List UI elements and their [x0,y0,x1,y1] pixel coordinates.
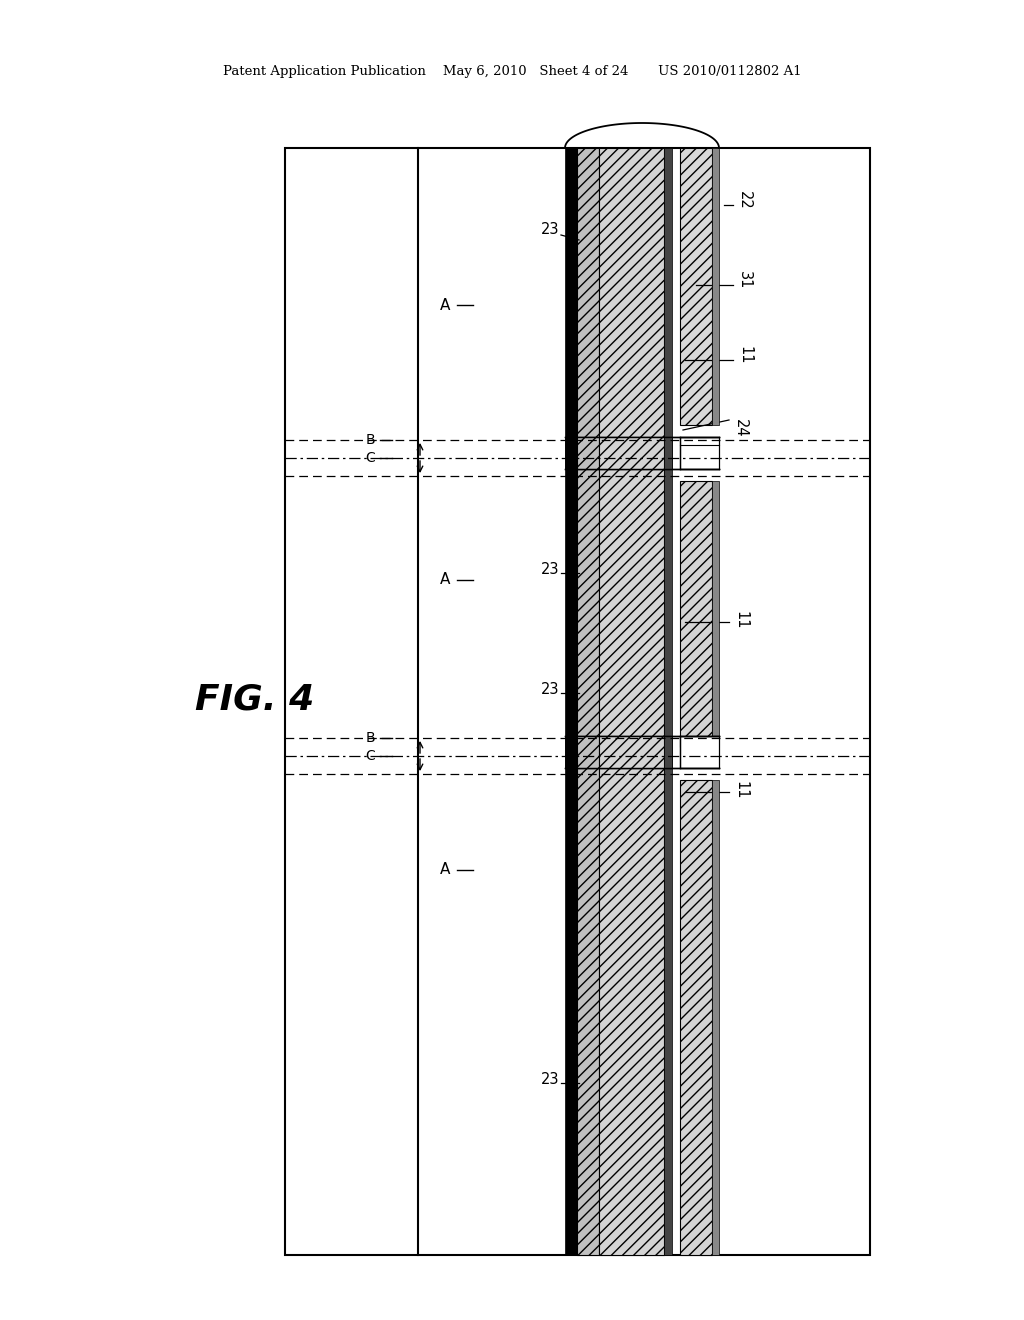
Text: 31: 31 [737,271,752,289]
Bar [680,480,712,747]
Bar [599,737,664,768]
Bar [712,780,719,1255]
Bar [664,437,672,469]
Bar [680,437,721,469]
Text: Patent Application Publication    May 6, 2010   Sheet 4 of 24       US 2010/0112: Patent Application Publication May 6, 20… [222,66,802,78]
Text: C: C [366,748,375,763]
Bar [599,437,664,469]
Text: 23: 23 [541,562,559,578]
Bar [680,737,721,768]
Text: 23: 23 [541,223,559,238]
Bar [577,737,599,768]
Text: A: A [440,573,451,587]
Text: 11: 11 [733,780,748,799]
Bar [285,148,870,1255]
Bar [577,437,599,469]
Text: A: A [440,862,451,878]
Bar [565,437,577,469]
Bar [664,737,672,768]
Text: 24: 24 [733,418,748,437]
Bar [565,737,577,768]
Bar [712,148,719,425]
Bar [565,148,577,1255]
Bar [680,148,712,425]
Text: 23: 23 [541,682,559,697]
Bar [577,148,599,1255]
Text: 11: 11 [733,611,748,630]
Bar [599,148,664,1255]
Text: FIG. 4: FIG. 4 [195,682,314,717]
Text: A: A [440,297,451,313]
Text: B: B [366,731,375,744]
Text: 23: 23 [541,1072,559,1088]
Text: 11: 11 [737,346,752,364]
Bar [664,148,672,1255]
Bar [712,480,719,747]
Bar [680,780,712,1255]
Text: C: C [366,451,375,465]
Text: B: B [366,433,375,447]
Text: 22: 22 [737,190,752,210]
